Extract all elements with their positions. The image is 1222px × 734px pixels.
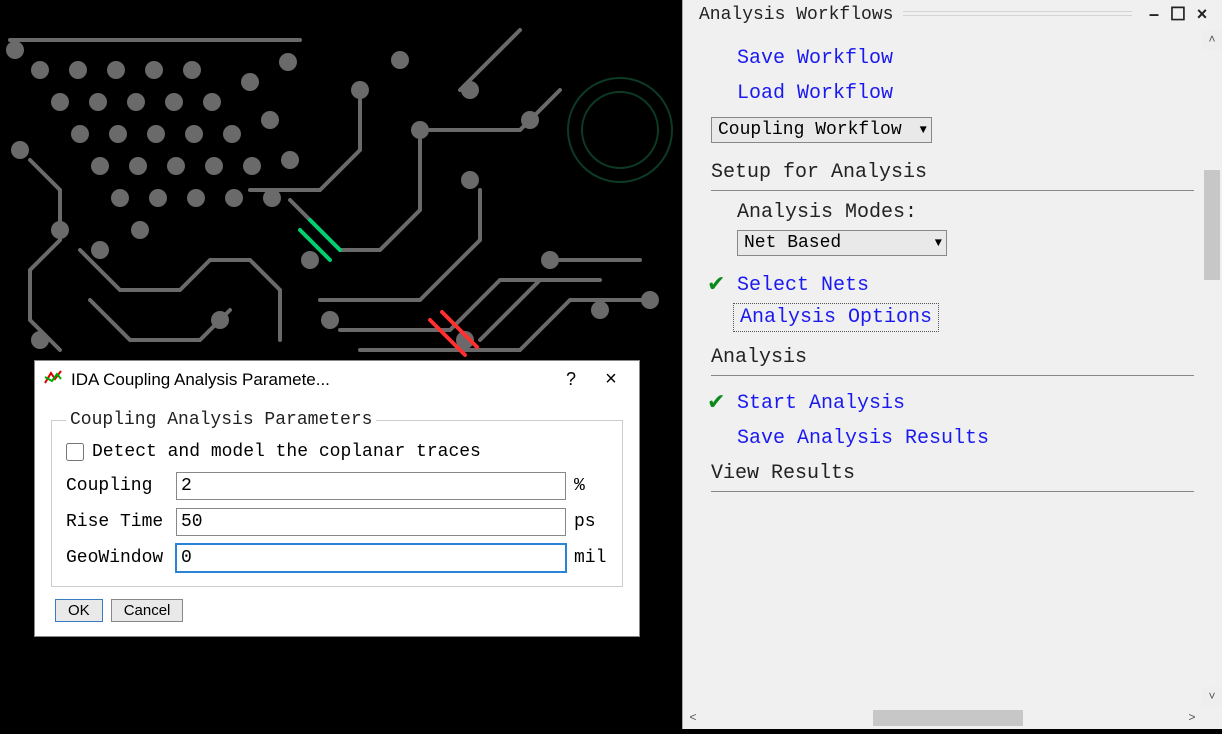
check-icon: ✔ <box>707 272 725 298</box>
ok-button[interactable]: OK <box>55 599 103 622</box>
geowindow-unit: mil <box>566 548 606 568</box>
geowindow-input[interactable] <box>176 544 566 572</box>
analysis-modes-label: Analysis Modes: <box>711 201 1194 224</box>
dialog-titlebar[interactable]: IDA Coupling Analysis Paramete... ? × <box>35 361 639 398</box>
setup-heading: Setup for Analysis <box>711 161 1194 184</box>
workflow-dropdown[interactable]: Coupling Workflow ▼ <box>711 117 932 143</box>
horizontal-scrollbar[interactable]: < > <box>683 707 1202 729</box>
chevron-down-icon: ▼ <box>935 236 942 250</box>
view-results-heading: View Results <box>711 462 1194 485</box>
analysis-options-link[interactable]: Analysis Options <box>733 303 939 332</box>
coupling-label: Coupling <box>66 476 176 496</box>
panel-title: Analysis Workflows <box>699 5 893 25</box>
workflow-dropdown-value: Coupling Workflow <box>718 120 920 140</box>
geowindow-label: GeoWindow <box>66 548 176 568</box>
dialog-help-button[interactable]: ? <box>551 369 591 390</box>
save-workflow-link[interactable]: Save Workflow <box>711 41 1194 76</box>
detect-coplanar-checkbox[interactable] <box>66 443 84 461</box>
rise-time-label: Rise Time <box>66 512 176 532</box>
coupling-params-fieldset: Coupling Analysis Parameters Detect and … <box>51 410 623 587</box>
panel-titlebar[interactable]: Analysis Workflows – ☐ × <box>683 0 1222 29</box>
analysis-modes-dropdown[interactable]: Net Based ▼ <box>737 230 947 256</box>
panel-grip <box>903 11 1132 19</box>
divider <box>711 491 1194 492</box>
cancel-button[interactable]: Cancel <box>111 599 184 622</box>
fieldset-legend: Coupling Analysis Parameters <box>66 410 376 430</box>
analysis-modes-value: Net Based <box>744 233 859 253</box>
select-nets-link[interactable]: ✔ Select Nets <box>711 268 1194 303</box>
panel-maximize-button[interactable]: ☐ <box>1166 4 1190 25</box>
divider <box>711 375 1194 376</box>
divider <box>711 190 1194 191</box>
analysis-heading: Analysis <box>711 346 1194 369</box>
scroll-right-icon[interactable]: > <box>1182 711 1202 725</box>
panel-close-button[interactable]: × <box>1190 4 1214 25</box>
analysis-workflows-panel: Analysis Workflows – ☐ × Save Workflow L… <box>682 0 1222 729</box>
coupling-unit: % <box>566 476 606 496</box>
check-icon: ✔ <box>707 390 725 416</box>
dialog-close-button[interactable]: × <box>591 368 631 391</box>
panel-body: Save Workflow Load Workflow Coupling Wor… <box>683 29 1222 729</box>
coupling-input[interactable] <box>176 472 566 500</box>
scroll-down-icon[interactable]: ˅ <box>1202 687 1222 707</box>
chevron-down-icon: ▼ <box>920 123 927 137</box>
save-results-link[interactable]: Save Analysis Results <box>711 421 1194 456</box>
dialog-title: IDA Coupling Analysis Paramete... <box>71 370 551 390</box>
rise-time-unit: ps <box>566 512 606 532</box>
scroll-thumb[interactable] <box>873 710 1023 726</box>
rise-time-input[interactable] <box>176 508 566 536</box>
start-analysis-label: Start Analysis <box>737 392 905 415</box>
analysis-options-label: Analysis Options <box>740 306 932 329</box>
scroll-track[interactable] <box>703 710 1182 726</box>
scroll-track[interactable] <box>1202 50 1222 687</box>
panel-minimize-button[interactable]: – <box>1142 4 1166 25</box>
start-analysis-link[interactable]: ✔ Start Analysis <box>711 386 1194 421</box>
scroll-left-icon[interactable]: < <box>683 711 703 725</box>
scroll-up-icon[interactable]: ˄ <box>1202 30 1222 50</box>
load-workflow-link[interactable]: Load Workflow <box>711 76 1194 111</box>
vertical-scrollbar[interactable]: ˄ ˅ <box>1202 30 1222 707</box>
dialog-app-icon <box>43 367 63 392</box>
select-nets-label: Select Nets <box>737 274 869 297</box>
coupling-params-dialog: IDA Coupling Analysis Paramete... ? × Co… <box>34 360 640 637</box>
detect-coplanar-label[interactable]: Detect and model the coplanar traces <box>92 442 481 462</box>
scroll-thumb[interactable] <box>1204 170 1220 280</box>
